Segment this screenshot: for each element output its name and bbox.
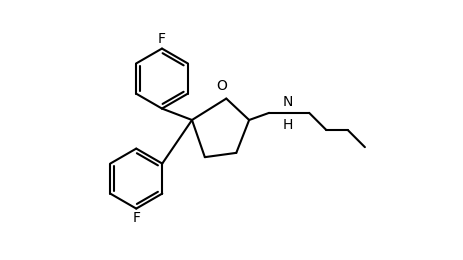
Text: F: F — [132, 211, 140, 225]
Text: N: N — [282, 95, 292, 109]
Text: O: O — [216, 79, 227, 93]
Text: F: F — [157, 32, 166, 46]
Text: H: H — [282, 118, 292, 132]
